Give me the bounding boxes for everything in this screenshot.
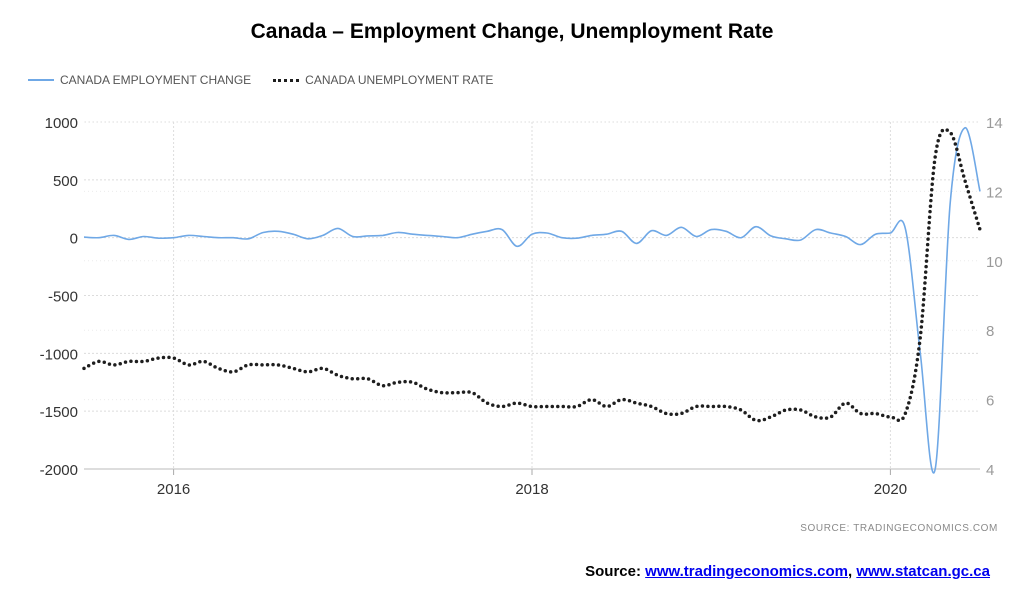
y-right-tick-label-1: 12 [986, 184, 1003, 201]
footer-link-tradingeconomics[interactable]: www.tradingeconomics.com [645, 563, 848, 580]
y-right-tick-label-3: 8 [986, 323, 994, 340]
y-left-tick-label-4: -1000 [40, 346, 78, 363]
legend-swatch-employment [28, 79, 54, 81]
footer-prefix: Source: [585, 563, 646, 580]
y-right-tick-label-0: 14 [986, 115, 1003, 132]
x-tick-label-2: 2020 [874, 481, 907, 498]
series-line-unemployment-rate [82, 127, 982, 423]
footer-source: Source: www.tradingeconomics.com, www.st… [585, 563, 990, 580]
x-tick-label-0: 2016 [157, 481, 190, 498]
y-right-tick-label-5: 4 [986, 462, 994, 479]
source-tag: SOURCE: TRADINGECONOMICS.COM [800, 523, 998, 534]
legend-label-unemployment: CANADA UNEMPLOYMENT RATE [305, 73, 494, 87]
legend-label-employment: CANADA EMPLOYMENT CHANGE [60, 73, 252, 87]
y-left-tick-label-3: -500 [48, 289, 78, 306]
legend-swatch-unemployment [273, 78, 300, 82]
y-left-tick-label-1: 500 [53, 173, 78, 190]
x-tick-label-1: 2018 [515, 481, 548, 498]
y-left-tick-label-2: 0 [70, 231, 78, 248]
chart-legend: CANADA EMPLOYMENT CHANGE CANADA UNEMPLOY… [28, 72, 515, 88]
series-line-employment-change [83, 126, 981, 474]
chart-title: Canada – Employment Change, Unemployment… [250, 20, 774, 43]
footer-link-statcan[interactable]: www.statcan.gc.ca [856, 563, 990, 580]
y-left-tick-label-0: 1000 [45, 115, 78, 132]
y-right-tick-label-4: 6 [986, 393, 994, 410]
legend-item-employment[interactable]: CANADA EMPLOYMENT CHANGE [28, 73, 251, 87]
y-right-tick-label-2: 10 [986, 254, 1003, 271]
legend-item-unemployment[interactable]: CANADA UNEMPLOYMENT RATE [273, 73, 493, 87]
y-left-tick-label-6: -2000 [40, 462, 78, 479]
y-left-tick-label-5: -1500 [40, 404, 78, 421]
footer-separator: , [847, 563, 857, 580]
